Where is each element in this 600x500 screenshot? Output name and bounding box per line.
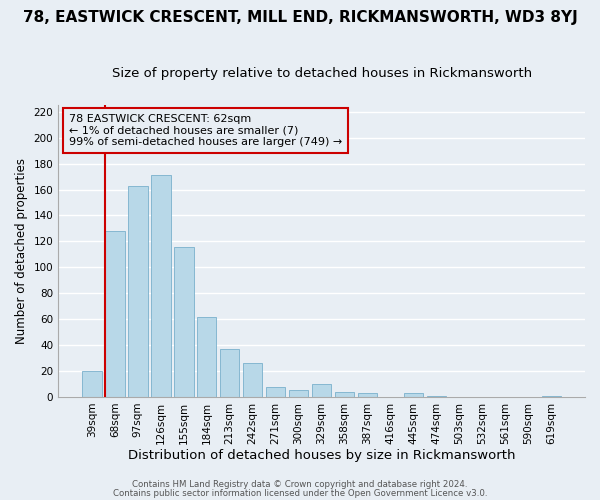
Bar xyxy=(427,396,446,397)
Bar xyxy=(82,371,101,397)
Text: 78, EASTWICK CRESCENT, MILL END, RICKMANSWORTH, WD3 8YJ: 78, EASTWICK CRESCENT, MILL END, RICKMAN… xyxy=(23,10,577,25)
Bar xyxy=(266,386,286,397)
Bar xyxy=(151,176,170,397)
Bar xyxy=(358,393,377,397)
Bar xyxy=(105,231,125,397)
Bar xyxy=(197,316,217,397)
Bar xyxy=(312,384,331,397)
Bar xyxy=(243,364,262,397)
Bar xyxy=(128,186,148,397)
Bar xyxy=(404,393,423,397)
Bar xyxy=(335,392,355,397)
Bar xyxy=(220,349,239,397)
X-axis label: Distribution of detached houses by size in Rickmansworth: Distribution of detached houses by size … xyxy=(128,450,515,462)
Bar xyxy=(289,390,308,397)
Text: Contains HM Land Registry data © Crown copyright and database right 2024.: Contains HM Land Registry data © Crown c… xyxy=(132,480,468,489)
Text: Contains public sector information licensed under the Open Government Licence v3: Contains public sector information licen… xyxy=(113,489,487,498)
Y-axis label: Number of detached properties: Number of detached properties xyxy=(15,158,28,344)
Bar xyxy=(542,396,561,397)
Bar xyxy=(174,246,194,397)
Text: 78 EASTWICK CRESCENT: 62sqm
← 1% of detached houses are smaller (7)
99% of semi-: 78 EASTWICK CRESCENT: 62sqm ← 1% of deta… xyxy=(69,114,342,147)
Title: Size of property relative to detached houses in Rickmansworth: Size of property relative to detached ho… xyxy=(112,68,532,80)
